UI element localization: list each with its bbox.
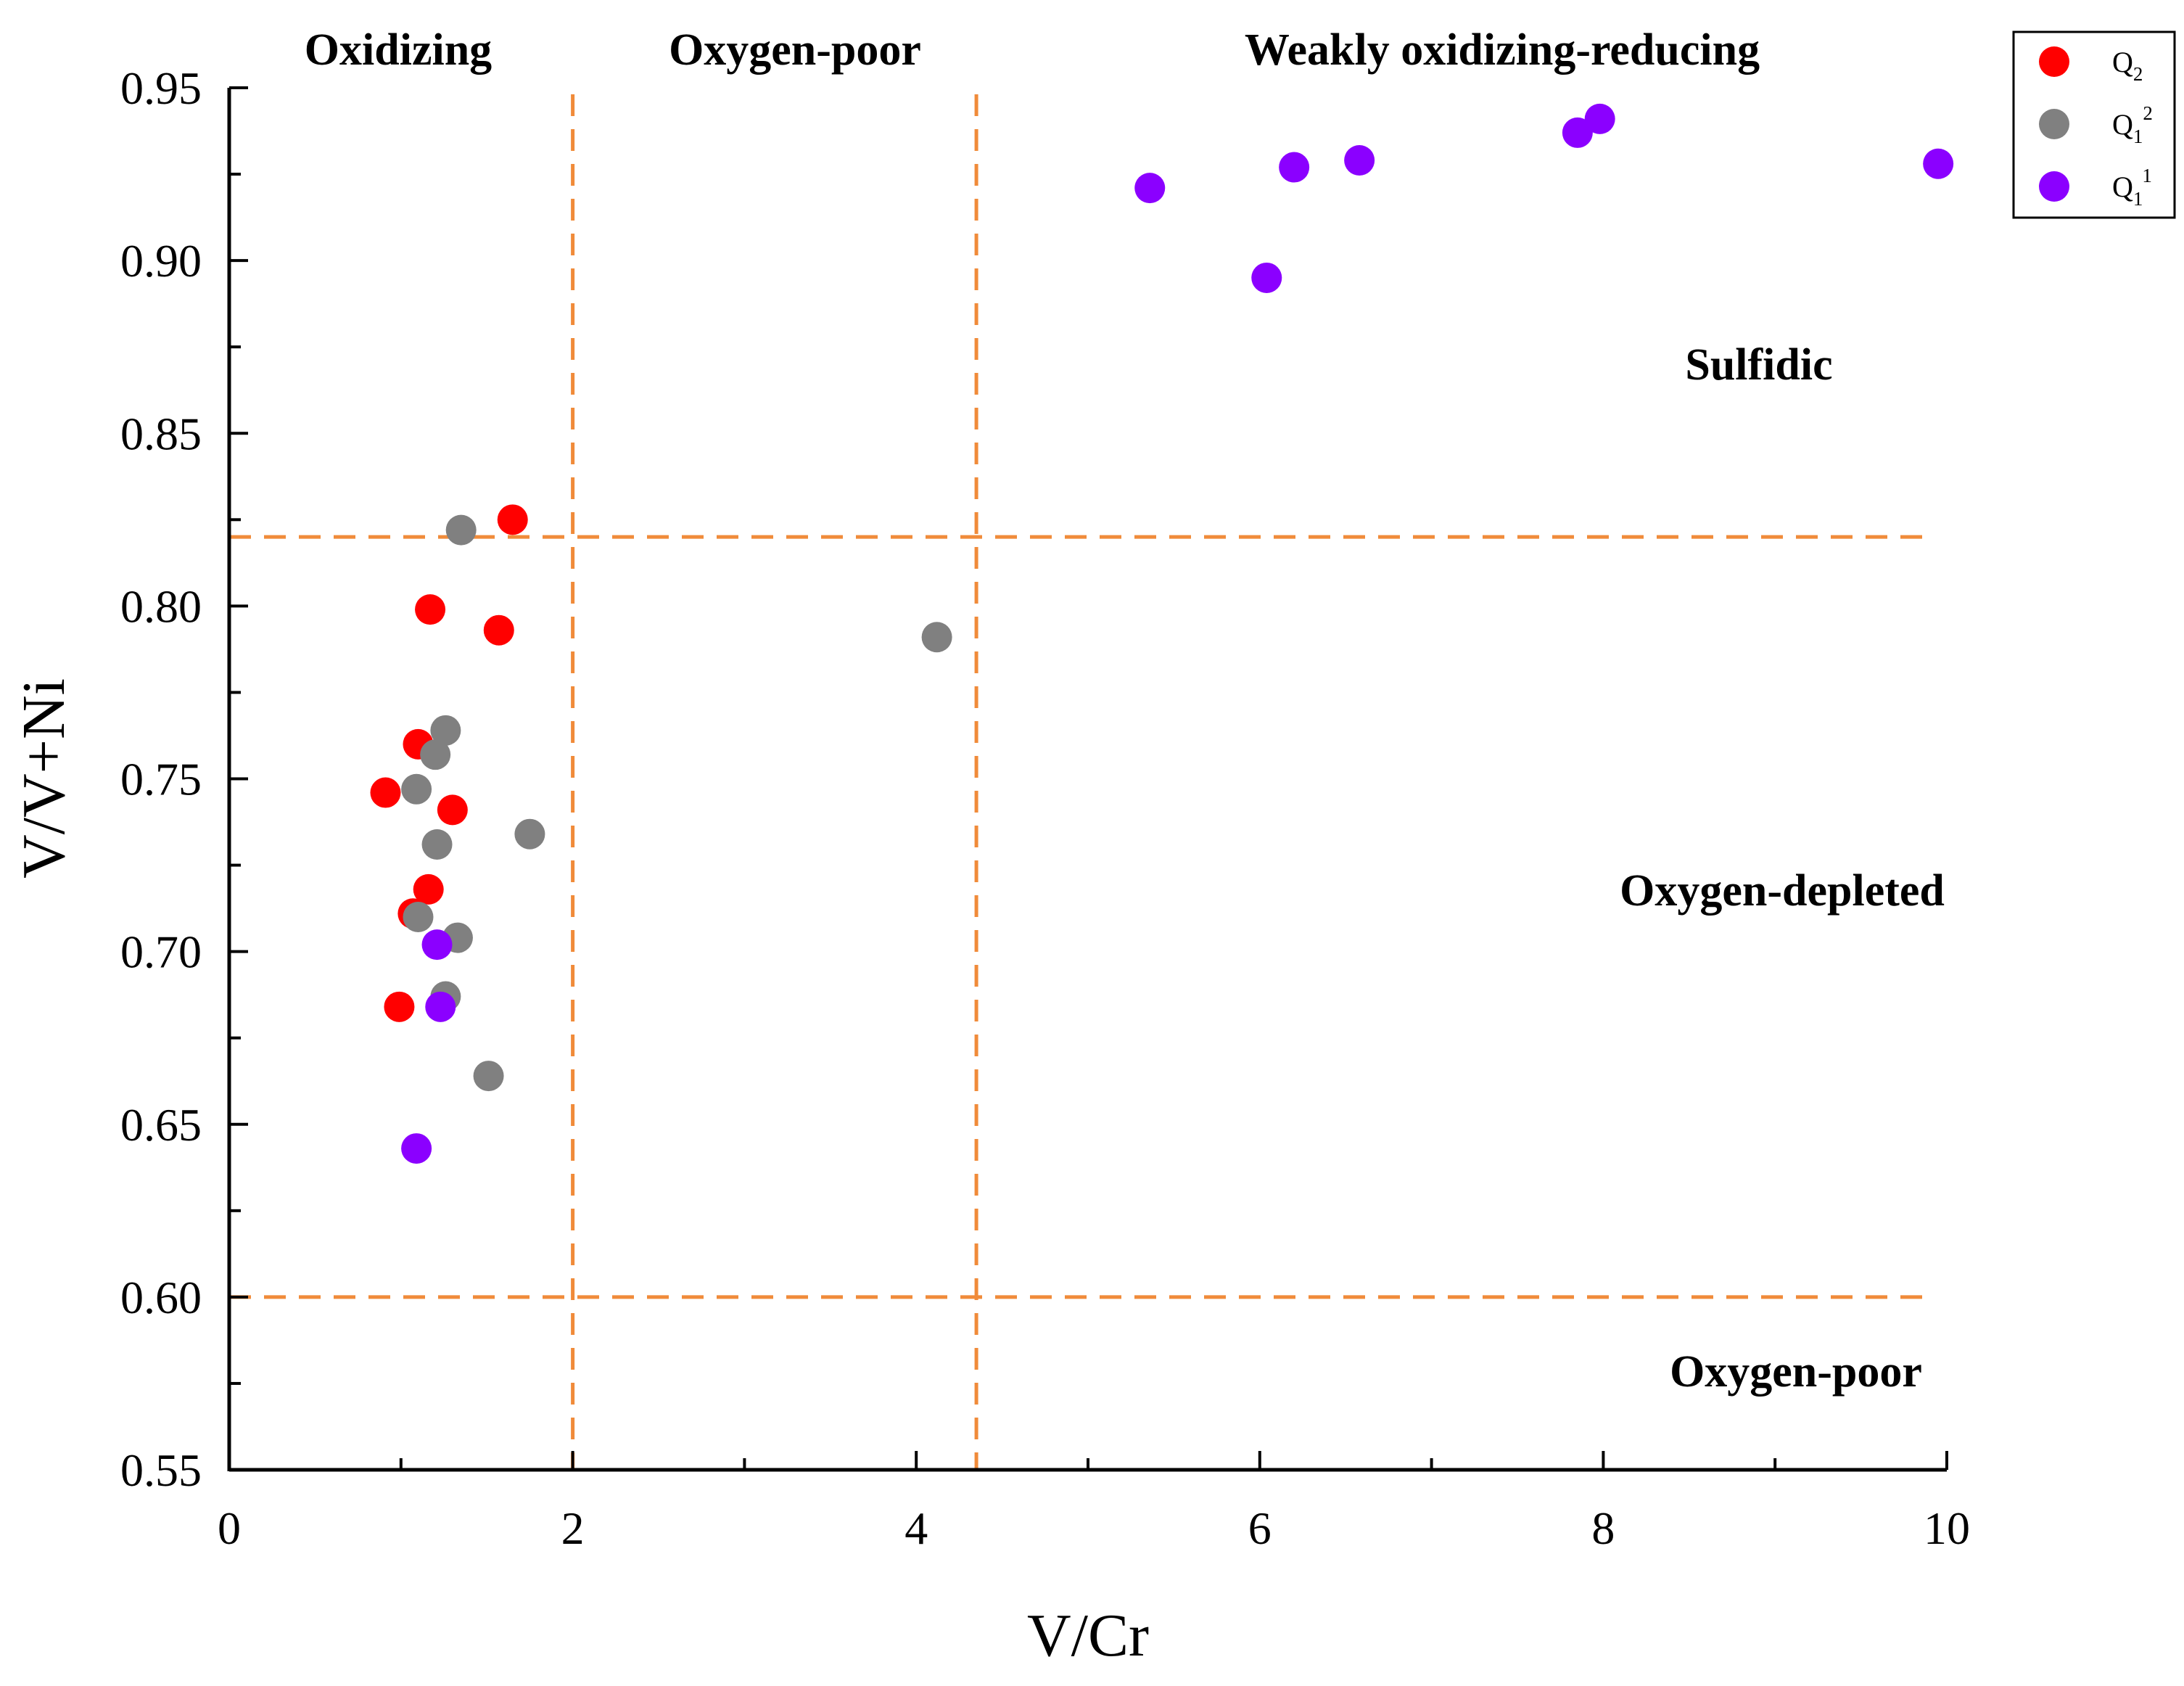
data-point-series-3 — [425, 991, 456, 1022]
data-point-series-3 — [421, 929, 453, 961]
data-point-series-1 — [384, 991, 415, 1022]
reference-lines — [229, 94, 1926, 1470]
data-point-series-1 — [413, 873, 444, 905]
tick-labels: 0 2 4 6 8 10 0.55 0.60 0.65 0.70 0.75 0.80 0.85 0.90 0… — [120, 62, 1970, 1554]
axes — [227, 88, 1947, 1472]
region-label-sulfidic: Sulfidic — [1685, 340, 1832, 390]
data-point-series-2 — [421, 828, 453, 860]
data-point-series-1 — [415, 594, 446, 625]
region-label-oxygen-depleted: Oxygen-depleted — [1620, 866, 1945, 916]
data-point-series-2 — [445, 514, 477, 546]
x-tick-label: 6 — [1248, 1502, 1272, 1554]
data-point-series-2 — [403, 902, 434, 932]
x-tick-label: 2 — [561, 1502, 585, 1554]
x-tick-label: 10 — [1924, 1502, 1970, 1554]
data-point-series-2 — [430, 715, 461, 746]
legend-marker-series-3 — [2039, 171, 2069, 202]
data-point-series-3 — [1344, 145, 1375, 176]
y-tick-label: 0.90 — [120, 235, 202, 287]
x-tick-label: 4 — [904, 1502, 928, 1554]
data-point-series-1 — [370, 777, 401, 808]
data-point-series-2 — [514, 818, 545, 850]
data-point-series-1 — [483, 614, 514, 646]
y-tick-label: 0.80 — [120, 580, 202, 632]
data-point-series-3 — [1251, 262, 1282, 293]
data-point-series-2 — [401, 773, 432, 805]
x-tick-label: 0 — [218, 1502, 241, 1554]
region-label-weakly-oxidizing-reducing: Weakly oxidizing-reducing — [1245, 25, 1760, 75]
y-tick-label: 0.55 — [120, 1444, 202, 1496]
data-point-series-2 — [473, 1061, 504, 1092]
x-tick-label: 8 — [1591, 1502, 1615, 1554]
y-tick-label: 0.60 — [120, 1272, 202, 1323]
data-point-series-3 — [1279, 152, 1310, 183]
data-point-series-1 — [437, 794, 468, 826]
region-label-oxygen-poor-top: Oxygen-poor — [669, 25, 921, 75]
y-tick-label: 0.70 — [120, 926, 202, 978]
y-tick-label: 0.95 — [120, 62, 202, 114]
y-tick-label: 0.75 — [120, 754, 202, 805]
data-points — [370, 103, 1954, 1164]
region-label-oxygen-poor-bottom: Oxygen-poor — [1670, 1347, 1922, 1397]
ticks — [228, 86, 1948, 1471]
y-tick-label: 0.65 — [120, 1099, 202, 1151]
data-point-series-3 — [401, 1133, 432, 1164]
x-axis-title: V/Cr — [1027, 1602, 1149, 1669]
data-point-series-3 — [1562, 117, 1593, 148]
data-point-series-2 — [921, 622, 952, 653]
y-axis-title: V/V+Ni — [10, 678, 78, 879]
data-point-series-1 — [497, 504, 528, 535]
legend-box — [2012, 30, 2176, 219]
data-point-series-2 — [420, 739, 451, 770]
data-point-series-3 — [1923, 148, 1954, 179]
y-tick-label: 0.85 — [120, 408, 202, 459]
legend-marker-series-2 — [2039, 109, 2069, 139]
data-point-series-3 — [1134, 173, 1166, 204]
data-point-series-3 — [1584, 103, 1615, 134]
region-label-oxidizing: Oxidizing — [305, 25, 492, 75]
legend-marker-series-1 — [2039, 46, 2069, 77]
